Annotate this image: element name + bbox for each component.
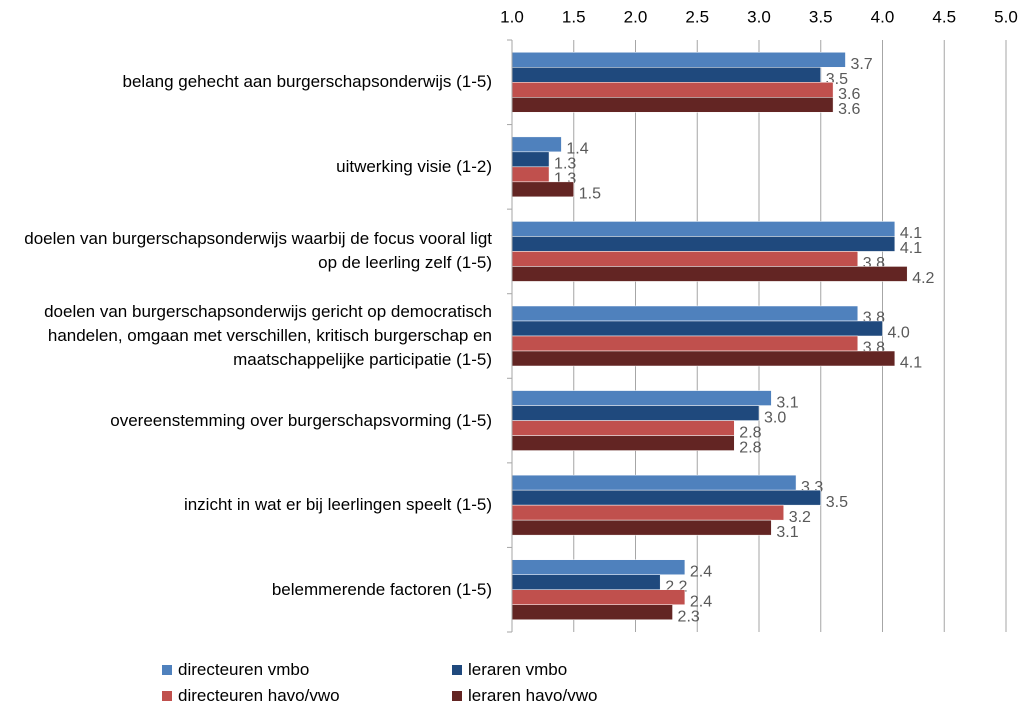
bar xyxy=(511,604,673,620)
category-label: doelen van burgerschapsonderwijs waarbij… xyxy=(24,229,492,273)
legend-swatch xyxy=(452,665,462,675)
value-label: 3.6 xyxy=(838,101,860,118)
legend-label: directeuren vmbo xyxy=(178,660,310,679)
legend-swatch xyxy=(162,665,172,675)
bar xyxy=(511,390,772,406)
category-label: inzicht in wat er bij leerlingen speelt … xyxy=(183,495,492,515)
legend-label: leraren havo/vwo xyxy=(468,686,598,705)
value-label: 4.0 xyxy=(888,325,910,342)
value-label: 4.1 xyxy=(900,225,922,242)
bar xyxy=(511,221,896,237)
value-label: 3.1 xyxy=(776,394,798,411)
bar xyxy=(511,405,760,421)
bar xyxy=(511,97,834,113)
x-tick-label: 4.5 xyxy=(932,7,956,26)
bar xyxy=(511,589,686,605)
legend-item: directeuren havo/vwo xyxy=(162,685,340,707)
value-label: 2.3 xyxy=(678,608,700,625)
value-label: 1.5 xyxy=(579,186,601,203)
bar xyxy=(511,559,686,575)
category-label: doelen van burgerschapsonderwijs gericht… xyxy=(44,302,492,369)
legend-item: leraren havo/vwo xyxy=(452,685,597,707)
category-label: belang gehecht aan burgerschapsonderwijs… xyxy=(122,72,492,92)
bar xyxy=(511,305,859,322)
bar xyxy=(511,489,821,506)
value-label: 4.1 xyxy=(900,355,922,372)
value-label: 1.3 xyxy=(554,156,576,173)
value-label: 2.8 xyxy=(739,439,761,456)
bar xyxy=(511,335,859,352)
category-label: overeenstemming over burgerschapsvorming… xyxy=(110,410,492,430)
legend-swatch xyxy=(452,691,462,701)
category-label: uitwerking visie (1-2) xyxy=(336,156,492,176)
x-tick-label: 2.0 xyxy=(624,7,648,26)
x-tick-label: 1.0 xyxy=(500,7,524,26)
value-label: 2.4 xyxy=(690,593,712,610)
bar xyxy=(511,181,574,198)
legend-swatch xyxy=(162,691,172,701)
value-label: 3.2 xyxy=(789,509,811,526)
category-label: belemmerende factoren (1-5) xyxy=(271,579,492,599)
value-label: 3.6 xyxy=(838,86,860,103)
bar xyxy=(511,136,562,153)
bar xyxy=(511,266,908,282)
value-label: 3.0 xyxy=(764,409,786,426)
x-tick-label: 1.5 xyxy=(562,7,586,26)
value-label: 3.7 xyxy=(850,56,872,73)
x-tick-label: 3.0 xyxy=(747,7,771,26)
bar xyxy=(511,67,821,83)
bar xyxy=(511,420,735,436)
bar xyxy=(511,350,896,367)
bar xyxy=(511,151,550,168)
bar xyxy=(511,435,735,451)
bar xyxy=(511,82,834,98)
value-label: 1.4 xyxy=(566,141,588,158)
x-tick-label: 4.0 xyxy=(871,7,895,26)
legend-item: leraren vmbo xyxy=(452,659,567,681)
x-tick-label: 3.5 xyxy=(809,7,833,26)
bar xyxy=(511,320,883,337)
x-tick-label: 2.5 xyxy=(685,7,709,26)
bar xyxy=(511,519,772,536)
value-label: 3.5 xyxy=(826,494,848,511)
legend-label: leraren vmbo xyxy=(468,660,568,679)
value-label: 4.2 xyxy=(912,270,934,287)
bar xyxy=(511,166,550,183)
x-tick-label: 5.0 xyxy=(994,7,1018,26)
value-label: 3.1 xyxy=(776,524,798,541)
legend-item: directeuren vmbo xyxy=(162,659,309,681)
bar xyxy=(511,474,797,491)
bar xyxy=(511,52,846,68)
bar xyxy=(511,574,661,590)
bar xyxy=(511,236,896,252)
value-label: 2.8 xyxy=(739,424,761,441)
legend-label: directeuren havo/vwo xyxy=(178,686,340,705)
bar xyxy=(511,504,784,521)
value-label: 4.1 xyxy=(900,240,922,257)
value-label: 2.4 xyxy=(690,563,712,580)
bar xyxy=(511,251,859,267)
